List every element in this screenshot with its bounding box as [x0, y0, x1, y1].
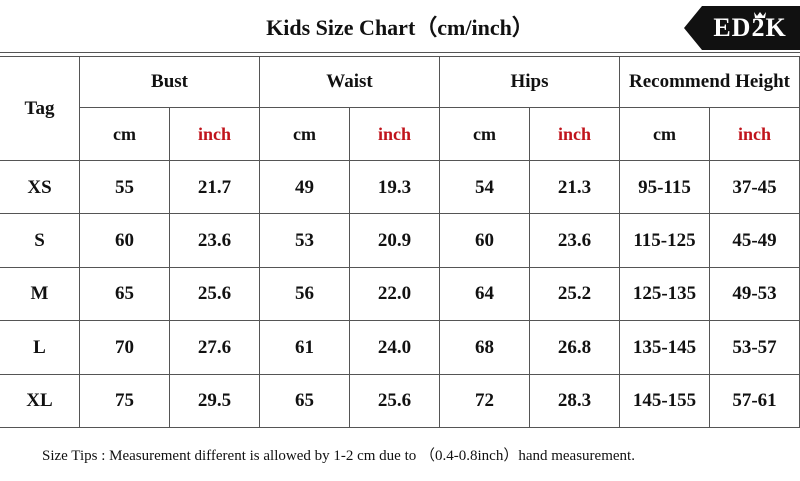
- column-header: Hips: [440, 56, 620, 108]
- table-cell: 21.3: [530, 161, 620, 215]
- table-cell: 24.0: [350, 321, 440, 375]
- column-header: Tag: [0, 56, 80, 161]
- column-header: Recommend Height: [620, 56, 800, 108]
- table-cell: 23.6: [170, 214, 260, 268]
- table-cell: 28.3: [530, 374, 620, 428]
- table-cell: 20.9: [350, 214, 440, 268]
- logo-badge: [684, 6, 800, 50]
- title: Kids Size Chart（cm/inch）: [0, 0, 800, 53]
- unit-header: inch: [350, 108, 440, 161]
- unit-header: inch: [170, 108, 260, 161]
- size-tag: S: [0, 214, 80, 268]
- column-header: Waist: [260, 56, 440, 108]
- table-cell: 65: [80, 267, 170, 322]
- unit-header: inch: [710, 108, 800, 161]
- table-cell: 25.6: [170, 267, 260, 322]
- table-cell: 55: [80, 161, 170, 215]
- table-cell: 37-45: [710, 161, 800, 215]
- table-cell: 25.2: [530, 267, 620, 322]
- table-cell: 60: [80, 214, 170, 268]
- size-tag: XL: [0, 374, 80, 428]
- table-cell: 49: [260, 161, 350, 215]
- unit-header: inch: [530, 108, 620, 161]
- table-cell: 26.8: [530, 321, 620, 375]
- table-cell: 19.3: [350, 161, 440, 215]
- table-cell: 53-57: [710, 321, 800, 375]
- logo-text: ED2K: [713, 13, 787, 42]
- table-cell: 22.0: [350, 267, 440, 322]
- unit-header: cm: [260, 108, 350, 161]
- size-tag: M: [0, 267, 80, 322]
- table-cell: 70: [80, 321, 170, 375]
- tips: Size Tips : Measurement different is all…: [0, 427, 800, 481]
- table-cell: 135-145: [620, 321, 710, 375]
- table-cell: 21.7: [170, 161, 260, 215]
- table-cell: 49-53: [710, 267, 800, 322]
- table-cell: 27.6: [170, 321, 260, 375]
- table-cell: 60: [440, 214, 530, 268]
- table-cell: 115-125: [620, 214, 710, 268]
- table-cell: 54: [440, 161, 530, 215]
- table-cell: 72: [440, 374, 530, 428]
- size-tag: XS: [0, 161, 80, 215]
- table-cell: 145-155: [620, 374, 710, 428]
- table-cell: 65: [260, 374, 350, 428]
- table-cell: 61: [260, 321, 350, 375]
- table-cell: 53: [260, 214, 350, 268]
- unit-header: cm: [440, 108, 530, 161]
- table-cell: 75: [80, 374, 170, 428]
- table-cell: 95-115: [620, 161, 710, 215]
- table-cell: 29.5: [170, 374, 260, 428]
- table-cell: 56: [260, 267, 350, 322]
- table-cell: 125-135: [620, 267, 710, 322]
- unit-header: cm: [620, 108, 710, 161]
- table-cell: 45-49: [710, 214, 800, 268]
- table-cell: 23.6: [530, 214, 620, 268]
- column-header: Bust: [80, 56, 260, 108]
- table-cell: 68: [440, 321, 530, 375]
- table-cell: 57-61: [710, 374, 800, 428]
- size-tag: L: [0, 321, 80, 375]
- table-frame: [0, 56, 800, 481]
- table-cell: 25.6: [350, 374, 440, 428]
- table-cell: 64: [440, 267, 530, 322]
- unit-header: cm: [80, 108, 170, 161]
